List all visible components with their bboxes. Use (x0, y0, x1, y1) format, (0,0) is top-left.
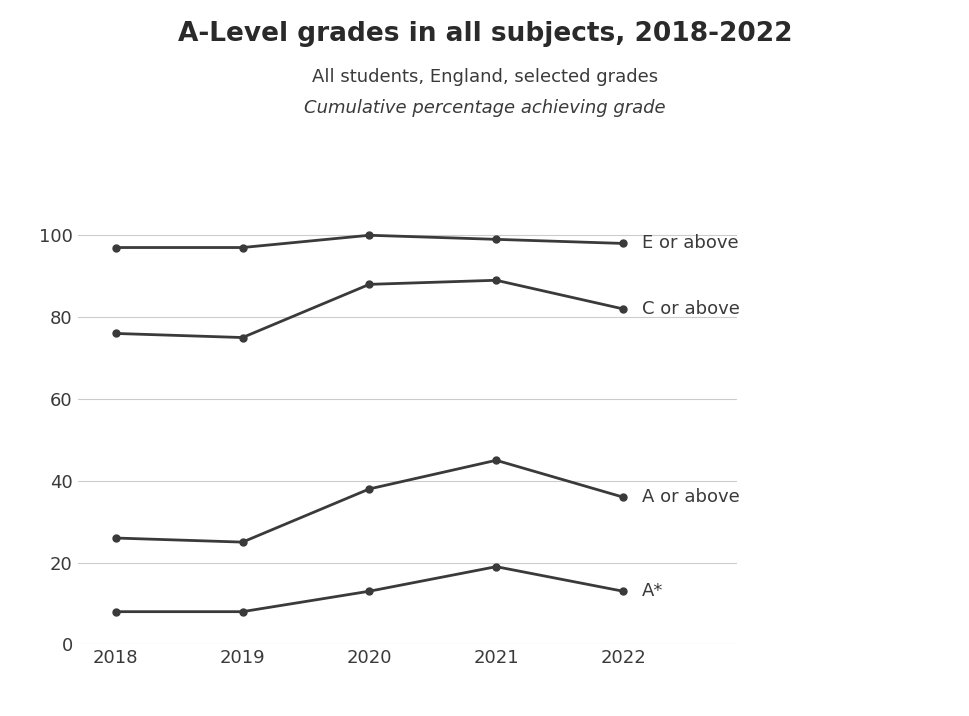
Text: A or above: A or above (641, 488, 739, 506)
Text: All students, England, selected grades: All students, England, selected grades (312, 68, 657, 86)
Text: E or above: E or above (641, 234, 738, 253)
Text: Cumulative percentage achieving grade: Cumulative percentage achieving grade (304, 99, 665, 117)
Text: A*: A* (641, 582, 663, 600)
Text: C or above: C or above (641, 300, 739, 318)
Text: A-Level grades in all subjects, 2018-2022: A-Level grades in all subjects, 2018-202… (177, 21, 792, 47)
